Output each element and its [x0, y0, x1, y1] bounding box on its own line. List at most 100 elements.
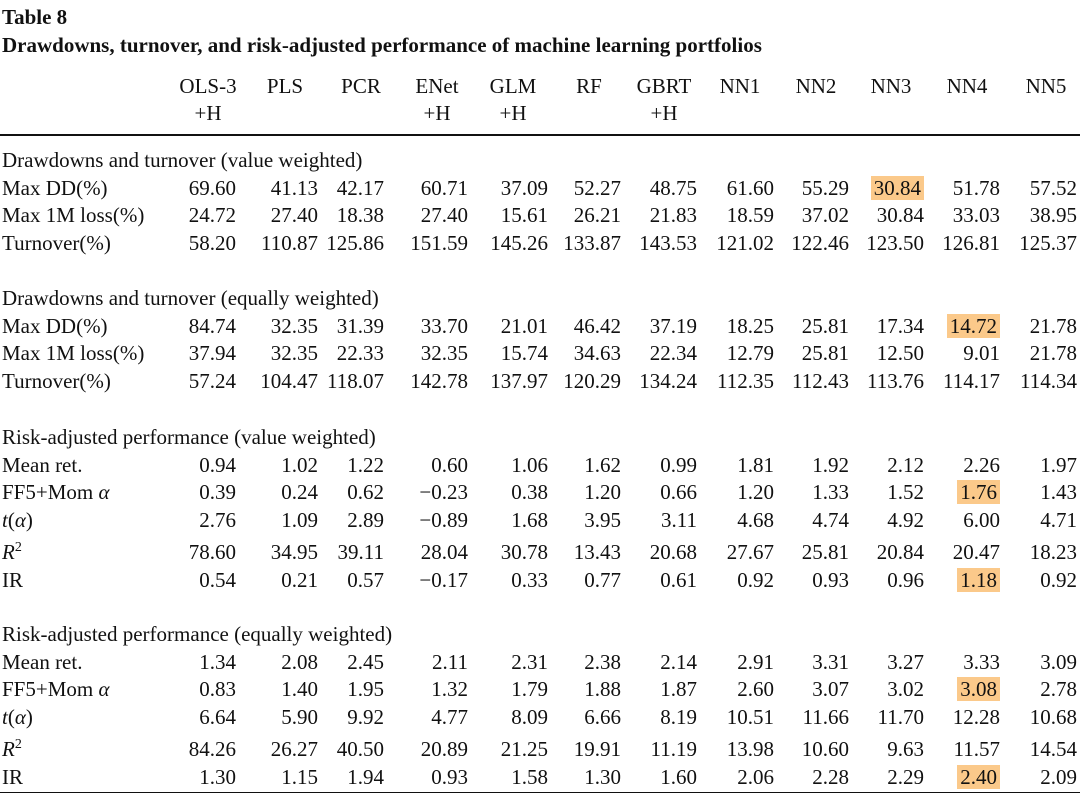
table-cell: 12.28 — [952, 705, 1000, 730]
table-cell: 38.95 — [1029, 203, 1077, 228]
table-cell: 26.27 — [270, 736, 318, 761]
table-cell: 21.78 — [1029, 341, 1077, 366]
table-cell: 2.31 — [511, 649, 548, 674]
table-cell: 110.87 — [261, 231, 318, 256]
table-cell: 143.53 — [639, 231, 697, 256]
table-cell: 3.27 — [887, 649, 924, 674]
table-cell: 2.28 — [812, 764, 849, 789]
column-header: NN3 — [870, 74, 912, 98]
row-label: Max DD(%) — [2, 175, 108, 200]
table-cell: 1.18 — [957, 567, 1000, 592]
column-header: PCR — [341, 74, 381, 98]
table-cell: 125.37 — [1019, 231, 1077, 256]
table-cell: −0.17 — [419, 567, 468, 592]
table-cell: 11.66 — [802, 705, 849, 730]
table-cell: 4.77 — [431, 705, 468, 730]
section-title: Risk-adjusted performance (value weighte… — [2, 425, 376, 449]
table-cell: 57.24 — [188, 369, 236, 394]
column-header: OLS-3 — [179, 74, 237, 98]
table-cell: 27.67 — [726, 539, 774, 564]
table-cell: 0.92 — [737, 567, 774, 592]
table-cell: 60.71 — [420, 175, 468, 200]
table-cell: 1.60 — [660, 764, 697, 789]
table-cell: 1.20 — [584, 480, 621, 505]
highlighted-value: 1.18 — [957, 567, 1000, 592]
table-cell: 34.95 — [270, 539, 318, 564]
table-cell: 28.04 — [420, 539, 468, 564]
row-label: Max 1M loss(%) — [2, 203, 145, 228]
section-title: Drawdowns and turnover (value weighted) — [2, 148, 363, 172]
table-cell: 120.29 — [563, 369, 621, 394]
table-cell: 25.81 — [801, 341, 849, 366]
table-cell: 51.78 — [952, 175, 1000, 200]
table-cell: 1.06 — [511, 452, 548, 477]
table-cell: 0.33 — [511, 567, 548, 592]
table-cell: 12.79 — [726, 341, 774, 366]
table-cell: 34.63 — [573, 341, 621, 366]
table-cell: 27.40 — [420, 203, 468, 228]
row-label: R2 — [2, 736, 22, 761]
table-cell: 9.92 — [347, 705, 384, 730]
table-cell: 25.81 — [801, 539, 849, 564]
table-cell: 145.26 — [490, 231, 548, 256]
table-cell: 18.25 — [726, 313, 774, 338]
table-cell: 21.78 — [1029, 313, 1077, 338]
table-cell: 3.31 — [812, 649, 849, 674]
highlighted-value: 2.40 — [957, 764, 1000, 789]
table-cell: 2.26 — [963, 452, 1000, 477]
table-cell: 0.38 — [511, 480, 548, 505]
row-label: FF5+Mom α — [2, 480, 110, 505]
table-cell: 18.38 — [336, 203, 384, 228]
table-cell: 4.68 — [737, 508, 774, 533]
table-cell: 37.02 — [801, 203, 849, 228]
table-cell: 33.70 — [420, 313, 468, 338]
table-cell: 32.35 — [420, 341, 468, 366]
table-cell: 1.43 — [1040, 480, 1077, 505]
table-cell: 17.34 — [876, 313, 924, 338]
column-header: PLS — [266, 74, 304, 98]
table-cell: 0.83 — [199, 677, 236, 702]
table-cell: 0.77 — [584, 567, 621, 592]
table-cell: 1.33 — [812, 480, 849, 505]
table-cell: 1.30 — [584, 764, 621, 789]
table-cell: 3.95 — [584, 508, 621, 533]
table-cell: 1.68 — [511, 508, 548, 533]
table-cell: 142.78 — [410, 369, 468, 394]
row-label: IR — [2, 764, 23, 789]
table-cell: 41.13 — [270, 175, 318, 200]
table-cell: 2.38 — [584, 649, 621, 674]
table-cell: 20.68 — [649, 539, 697, 564]
table-cell: 30.78 — [500, 539, 548, 564]
table-cell: 1.87 — [660, 677, 697, 702]
table-cell: 24.72 — [188, 203, 236, 228]
section-title: Drawdowns and turnover (equally weighted… — [2, 286, 379, 310]
table-cell: 0.92 — [1040, 567, 1077, 592]
table-cell: 112.35 — [717, 369, 774, 394]
table-cell: 151.59 — [410, 231, 468, 256]
table-cell: 1.40 — [281, 677, 318, 702]
table-cell: 2.91 — [737, 649, 774, 674]
table-cell: 13.43 — [573, 539, 621, 564]
table-cell: 2.09 — [1040, 764, 1077, 789]
row-label: Mean ret. — [2, 649, 83, 674]
bottom-rule — [0, 792, 1080, 793]
table-cell: 1.97 — [1040, 452, 1077, 477]
table-cell: 11.19 — [650, 736, 697, 761]
table-cell: 133.87 — [563, 231, 621, 256]
table-cell: 2.08 — [281, 649, 318, 674]
row-label: R2 — [2, 539, 22, 564]
table-cell: 3.02 — [887, 677, 924, 702]
table-cell: 1.52 — [887, 480, 924, 505]
table-cell: 18.59 — [726, 203, 774, 228]
table-cell: 2.06 — [737, 764, 774, 789]
top-rule — [0, 134, 1080, 136]
highlighted-value: 30.84 — [870, 175, 924, 200]
table-cell: 30.84 — [876, 203, 924, 228]
table-cell: 20.84 — [876, 539, 924, 564]
table-cell: 78.60 — [188, 539, 236, 564]
table-cell: 1.76 — [957, 480, 1000, 505]
table-cell: 0.66 — [660, 480, 697, 505]
table-cell: 18.23 — [1029, 539, 1077, 564]
table-cell: 27.40 — [270, 203, 318, 228]
column-header: NN1 — [719, 74, 761, 98]
